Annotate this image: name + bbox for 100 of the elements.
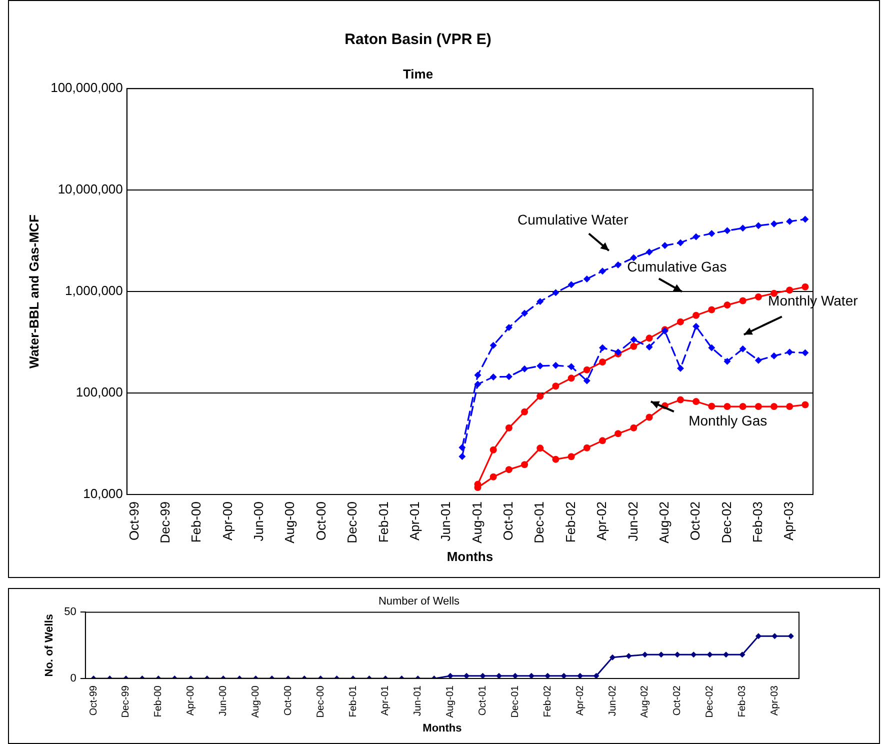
x-tick-label: Apr-01	[406, 501, 422, 541]
x-tick-label: Oct-99	[126, 501, 142, 540]
point	[802, 283, 809, 290]
point	[692, 322, 700, 330]
point	[772, 633, 778, 640]
point	[754, 293, 762, 300]
point	[786, 218, 794, 225]
point	[490, 342, 497, 349]
point	[521, 365, 528, 372]
x-tick-label: Jun-00	[251, 501, 266, 542]
point	[724, 358, 731, 365]
point	[708, 230, 716, 238]
point	[536, 298, 544, 305]
point	[583, 366, 590, 374]
point	[692, 398, 700, 406]
y-tick-label: 10,000	[83, 486, 123, 502]
point	[708, 402, 716, 410]
y-tick-label: 50	[64, 606, 76, 618]
y-axis-title: Water-BBL and Gas-MCF	[26, 214, 42, 368]
point	[739, 224, 746, 232]
x-tick-label: Aug-02	[640, 685, 651, 718]
series-label: Monthly Gas	[688, 412, 768, 428]
point	[536, 362, 544, 370]
x-tick-label: Jun-02	[607, 685, 618, 716]
point	[708, 344, 716, 352]
point	[598, 358, 606, 366]
x-tick-label: Feb-00	[188, 501, 204, 543]
point	[754, 403, 762, 410]
x-tick-label: Jun-01	[412, 685, 424, 716]
point	[658, 652, 664, 658]
point	[552, 456, 560, 463]
point	[692, 233, 700, 240]
x-tick-label: Feb-01	[348, 685, 359, 718]
point	[739, 652, 746, 658]
x-tick-label: Oct-01	[478, 685, 489, 716]
point	[706, 652, 713, 658]
point	[598, 437, 606, 444]
y-axis-title: No. of Wells	[44, 614, 56, 677]
point	[770, 220, 778, 228]
point	[676, 239, 684, 246]
x-tick-label: Dec-00	[315, 685, 326, 718]
point	[490, 373, 497, 380]
y-tick-label: 1,000,000	[65, 283, 123, 298]
point	[646, 414, 653, 421]
point	[676, 364, 684, 372]
point	[739, 403, 746, 410]
x-axis-title: Months	[446, 548, 494, 564]
x-tick-label: Oct-00	[282, 685, 294, 716]
x-tick-label: Dec-01	[532, 501, 547, 544]
x-tick-label: Apr-03	[781, 501, 796, 541]
point	[505, 324, 512, 332]
point	[754, 222, 762, 230]
point	[458, 444, 466, 452]
point	[458, 452, 466, 460]
x-tick-label: Oct-01	[500, 501, 516, 540]
point	[690, 652, 697, 658]
point	[802, 349, 809, 356]
point	[630, 254, 638, 262]
point	[739, 345, 746, 352]
point	[521, 408, 528, 416]
series-label: Cumulative Gas	[627, 258, 727, 274]
point	[755, 633, 762, 640]
y-tick-label: 10,000,000	[58, 182, 123, 197]
point	[583, 444, 590, 452]
chart-subtitle: Time	[402, 66, 434, 82]
point	[626, 652, 632, 659]
point	[786, 286, 794, 294]
point	[521, 461, 528, 468]
x-tick-label: Dec-02	[704, 685, 716, 718]
x-tick-label: Dec-02	[718, 501, 734, 544]
y-tick-label: 100,000	[76, 384, 123, 400]
point	[770, 403, 778, 410]
x-tick-label: Feb-02	[562, 501, 578, 543]
x-tick-label: Aug-00	[282, 501, 298, 544]
point	[802, 401, 809, 408]
x-tick-label: Apr-00	[220, 501, 235, 541]
point	[536, 444, 544, 452]
point	[552, 289, 560, 296]
chart-title: Number of Wells	[378, 596, 460, 608]
point	[770, 352, 778, 360]
x-tick-label: Aug-02	[656, 501, 672, 544]
x-axis-title: Months	[422, 722, 462, 734]
point	[614, 261, 622, 268]
point	[610, 654, 616, 660]
point	[568, 281, 575, 288]
point	[598, 268, 606, 275]
point	[646, 334, 653, 342]
point	[568, 363, 575, 370]
point	[505, 424, 512, 432]
point	[505, 466, 512, 474]
point	[786, 348, 794, 356]
x-tick-label: Oct-00	[313, 501, 328, 540]
point	[630, 336, 638, 344]
x-tick-label: Apr-00	[186, 685, 197, 716]
x-tick-label: Oct-02	[672, 685, 684, 716]
y-tick-label: 100,000,000	[50, 80, 123, 96]
x-tick-label: Feb-00	[153, 685, 164, 718]
x-tick-label: Jun-02	[625, 501, 640, 542]
x-tick-label: Aug-01	[445, 685, 456, 718]
y-tick-label: 0	[70, 672, 76, 685]
